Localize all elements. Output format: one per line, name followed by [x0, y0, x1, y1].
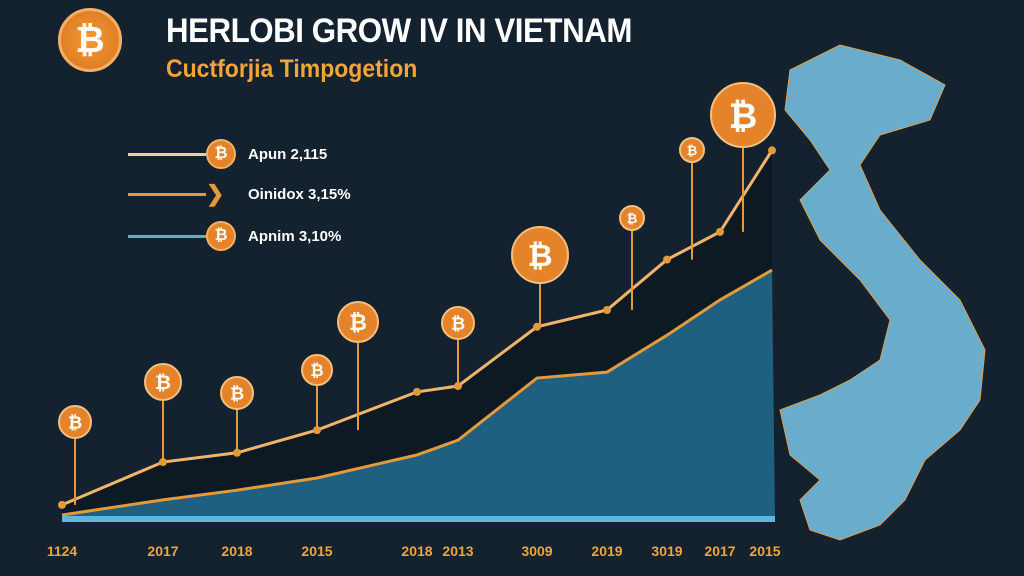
- bitcoin-icon: ₿: [68, 412, 82, 432]
- data-point: [768, 146, 776, 155]
- data-point: [413, 387, 421, 396]
- bitcoin-icon: ₿: [206, 139, 236, 169]
- arrow-icon: ❯: [206, 181, 225, 206]
- bitcoin-pin-icon: [511, 226, 569, 284]
- data-point: [603, 306, 611, 314]
- series-line-lower: [61, 268, 773, 517]
- bitcoin-pin-icon: [710, 82, 776, 148]
- x-tick-label: 2015: [749, 543, 780, 559]
- bitcoin-icon: ₿: [155, 372, 171, 394]
- data-point: [58, 500, 66, 509]
- band-area: [62, 150, 772, 515]
- bitcoin-icon: ₿: [349, 310, 367, 335]
- legend-label: Oinidox 3,15%: [248, 185, 351, 203]
- bitcoin-pin-icon: [301, 354, 333, 386]
- bitcoin-pin-icon: [144, 363, 182, 401]
- vietnam-map: [779, 44, 986, 541]
- x-tick-label: 2017: [704, 543, 735, 559]
- bitcoin-logo-icon: ₿: [58, 8, 122, 72]
- bitcoin-pin-icon: [220, 376, 254, 410]
- bitcoin-icon: ₿: [687, 143, 698, 158]
- legend-item: ₿ Apun 2,115: [128, 139, 328, 169]
- bitcoin-icon: ₿: [310, 362, 323, 380]
- legend-line: [128, 192, 206, 196]
- legend-label: Apun 2,115: [248, 145, 328, 163]
- x-tick-label: 2017: [147, 543, 178, 559]
- chart-title: HERLOBI GROW IV IN VIETNAM: [166, 12, 632, 50]
- bitcoin-icon: ₿: [230, 383, 244, 403]
- chart-subtitle: Cuctforjia Timpogetion: [166, 55, 418, 83]
- legend-item: ❯ Oinidox 3,15%: [128, 180, 351, 208]
- x-tick-label: 3009: [521, 543, 552, 559]
- legend-line: [128, 152, 206, 156]
- x-tick-label: 2013: [442, 543, 473, 559]
- x-tick-label: 3019: [651, 543, 682, 559]
- bitcoin-icon: ₿: [206, 221, 236, 251]
- bitcoin-icon: ₿: [451, 313, 465, 333]
- x-tick-label: 2019: [591, 543, 622, 559]
- bitcoin-pin-icon: [337, 301, 379, 343]
- legend-line: [128, 234, 206, 238]
- bitcoin-pin-icon: [679, 137, 705, 163]
- data-point: [663, 255, 671, 264]
- bitcoin-pin-icon: [58, 405, 92, 439]
- x-tick-label: 2015: [301, 543, 332, 559]
- bitcoin-pin-icon: [441, 306, 475, 340]
- bitcoin-icon: ₿: [627, 211, 638, 226]
- x-tick-label: 2018: [221, 543, 252, 559]
- x-axis: [62, 516, 775, 522]
- x-tick-label: 2018: [401, 543, 432, 559]
- legend-label: Apnim 3,10%: [248, 227, 342, 245]
- legend-item: ₿ Apnim 3,10%: [128, 221, 342, 251]
- blue-area: [62, 270, 775, 520]
- x-tick-label: 1124: [47, 543, 78, 559]
- bitcoin-icon: ₿: [729, 97, 758, 136]
- bitcoin-icon: ₿: [527, 238, 552, 273]
- data-point: [716, 227, 724, 236]
- bitcoin-pin-icon: [619, 205, 645, 231]
